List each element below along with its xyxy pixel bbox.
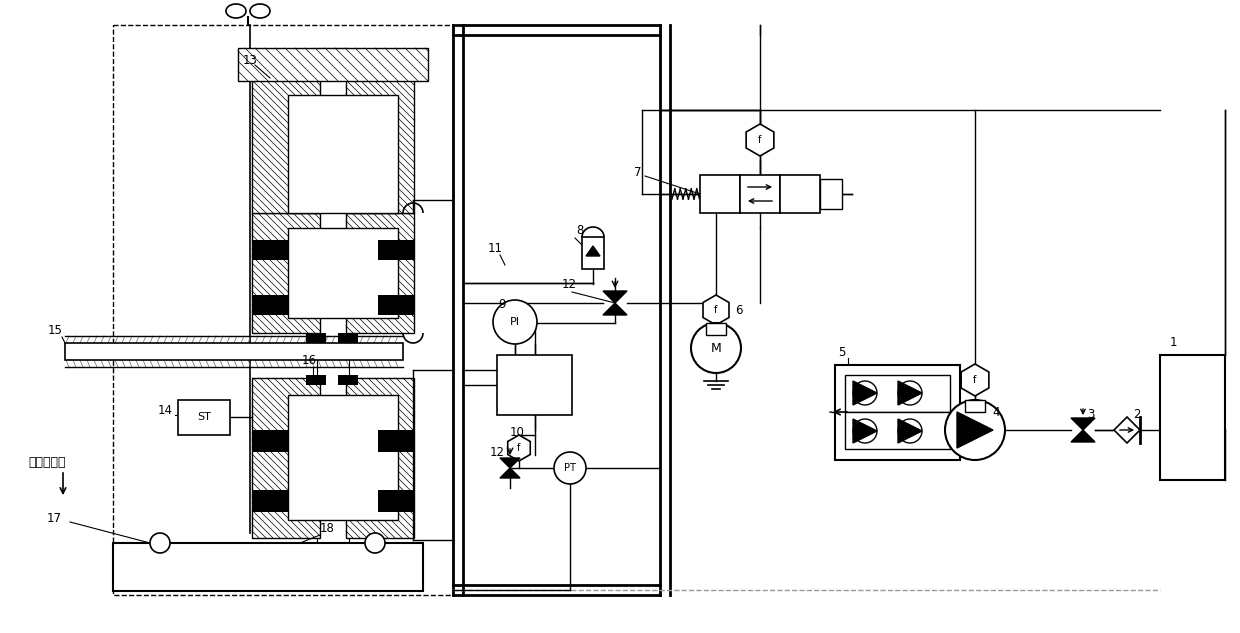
Bar — [1159, 355, 1225, 480]
Text: PI: PI — [510, 317, 520, 327]
Text: 11: 11 — [489, 242, 503, 254]
Bar — [252, 213, 320, 333]
Bar — [238, 48, 428, 81]
Polygon shape — [1071, 418, 1095, 430]
Polygon shape — [898, 381, 923, 405]
Text: PT: PT — [564, 463, 575, 473]
Bar — [113, 25, 453, 595]
Polygon shape — [853, 419, 877, 443]
Text: 18: 18 — [320, 522, 335, 534]
Bar — [288, 395, 398, 520]
Bar — [378, 490, 414, 512]
Text: 9: 9 — [498, 299, 506, 311]
Text: 10: 10 — [510, 427, 525, 439]
Bar — [179, 400, 229, 435]
Bar — [582, 237, 604, 269]
Text: 5: 5 — [838, 346, 846, 360]
Bar — [306, 333, 326, 343]
Bar — [306, 375, 326, 385]
Polygon shape — [507, 435, 531, 461]
Text: M: M — [711, 341, 722, 354]
Text: f: f — [973, 375, 977, 385]
Polygon shape — [746, 124, 774, 156]
Text: 16: 16 — [303, 353, 317, 367]
Polygon shape — [500, 468, 520, 478]
Text: 2: 2 — [1133, 408, 1141, 420]
Circle shape — [365, 533, 384, 553]
Bar — [740, 175, 780, 213]
Text: 4: 4 — [992, 406, 999, 420]
Text: f: f — [714, 305, 718, 315]
Bar — [497, 355, 572, 415]
Bar — [378, 240, 414, 260]
Polygon shape — [1114, 417, 1140, 443]
Bar — [346, 213, 414, 333]
Text: 8: 8 — [577, 223, 583, 237]
Bar — [288, 228, 398, 318]
Polygon shape — [703, 295, 729, 325]
Bar — [252, 295, 288, 315]
Bar — [288, 95, 398, 213]
Bar — [252, 80, 320, 213]
Circle shape — [494, 300, 537, 344]
Polygon shape — [500, 458, 520, 468]
Bar — [701, 175, 740, 213]
Bar — [252, 240, 288, 260]
Circle shape — [554, 452, 587, 484]
Bar — [64, 343, 403, 360]
Bar — [346, 378, 414, 538]
Text: 7: 7 — [634, 165, 641, 179]
Bar — [835, 365, 960, 460]
Polygon shape — [957, 412, 993, 448]
Bar — [844, 375, 950, 412]
Bar — [378, 295, 414, 315]
Bar — [339, 333, 358, 343]
Bar — [252, 378, 320, 538]
Bar — [965, 400, 985, 412]
Bar — [113, 543, 423, 591]
Text: 14: 14 — [157, 403, 174, 417]
Polygon shape — [1071, 430, 1095, 442]
Bar — [252, 430, 288, 452]
Polygon shape — [961, 364, 988, 396]
Bar — [252, 490, 288, 512]
Text: ST: ST — [197, 412, 211, 422]
Polygon shape — [587, 246, 600, 256]
Text: 15: 15 — [48, 323, 63, 337]
Polygon shape — [603, 303, 627, 315]
Bar — [339, 375, 358, 385]
Circle shape — [691, 323, 742, 373]
Text: 6: 6 — [735, 303, 743, 316]
Polygon shape — [603, 291, 627, 303]
Text: 17: 17 — [47, 511, 62, 525]
Bar — [317, 48, 348, 543]
Text: f: f — [517, 443, 521, 453]
Bar — [706, 323, 725, 335]
Text: 冷却散热水: 冷却散热水 — [29, 456, 66, 470]
Bar — [346, 80, 414, 213]
Text: 12: 12 — [562, 279, 577, 292]
Text: 3: 3 — [1087, 408, 1095, 420]
Text: 1: 1 — [1171, 335, 1178, 349]
Bar — [378, 430, 414, 452]
Bar — [844, 412, 950, 449]
Polygon shape — [853, 381, 877, 405]
Circle shape — [945, 400, 1004, 460]
Text: 13: 13 — [243, 54, 258, 66]
Bar — [820, 179, 842, 209]
Bar — [780, 175, 820, 213]
Text: f: f — [759, 135, 761, 145]
Text: 12: 12 — [490, 446, 505, 458]
Circle shape — [150, 533, 170, 553]
Polygon shape — [898, 419, 923, 443]
